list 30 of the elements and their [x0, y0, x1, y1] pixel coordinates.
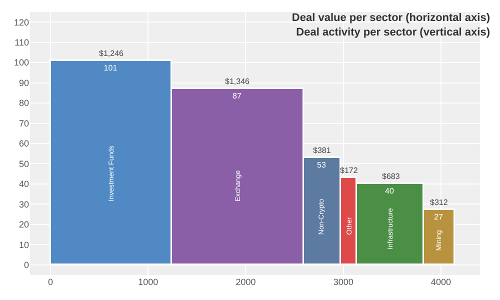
x-tick-label: 2000	[236, 277, 256, 287]
y-tick-label: 70	[18, 118, 29, 128]
y-tick-label: 100	[14, 58, 29, 68]
data-label: 101	[104, 63, 118, 72]
y-tick-label: 60	[18, 138, 29, 149]
annotation: $381	[313, 146, 332, 155]
x-tick-label: 3000	[333, 277, 354, 287]
annotation: $683	[382, 172, 400, 181]
data-label: 40	[385, 186, 394, 196]
y-tick-label: 50	[18, 158, 29, 169]
data-label: 53	[317, 160, 326, 170]
y-tick-label: 30	[18, 199, 29, 210]
y-tick-label: 90	[18, 78, 29, 88]
data-label: 27	[434, 212, 444, 222]
y-tick-label: 0	[24, 260, 29, 270]
annotation: $1,346	[225, 77, 250, 86]
text: Deal value per sector (horizontal axis) Deal activity per sector (vertical axis)	[292, 12, 490, 38]
y-tick-label: 20	[18, 220, 29, 230]
annotation: $312	[430, 198, 448, 207]
y-tick-label: 120	[14, 17, 29, 28]
y-tick-label: 40	[18, 179, 29, 190]
y-tick-label: 110	[14, 38, 29, 48]
x-tick-label: 0	[48, 277, 54, 287]
data-label: 87	[232, 91, 242, 100]
annotation: $172	[340, 166, 358, 175]
y-tick-label: 80	[18, 98, 29, 108]
x-tick-label: 1000	[138, 277, 158, 287]
y-tick-label: 10	[18, 240, 29, 250]
x-tick-label: 4000	[430, 277, 451, 287]
annotation: $1,246	[99, 49, 124, 58]
